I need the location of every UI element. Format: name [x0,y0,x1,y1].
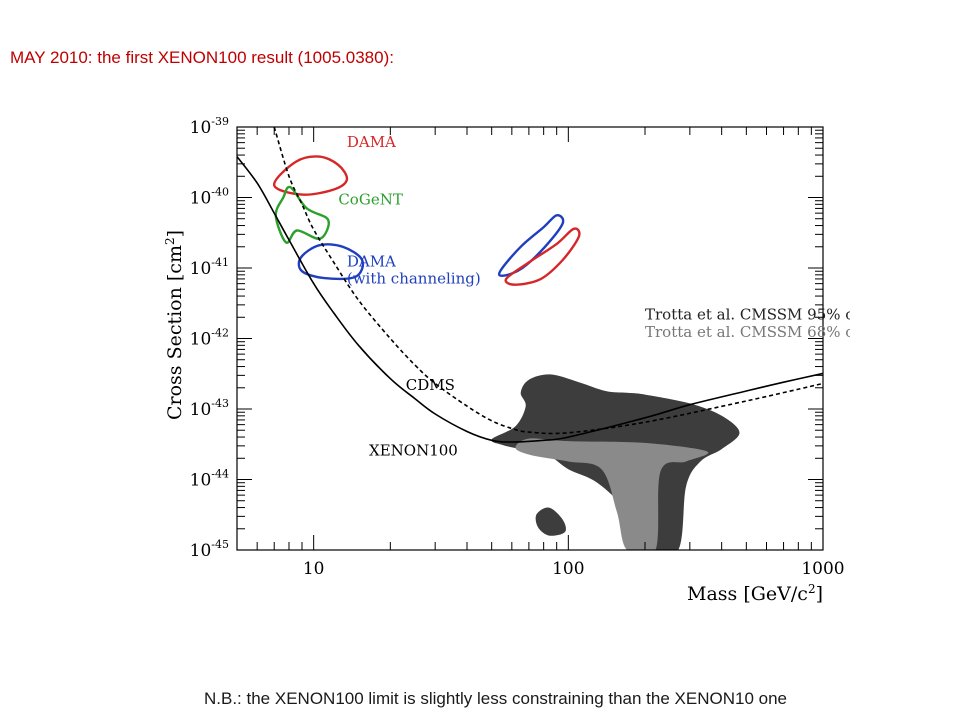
curve-cdms [273,127,823,435]
y-tick-label: 10-45 [190,538,229,561]
exclusion-plot: 10 100 1000 10-39 10-40 10-41 10-42 10-43 10-44 1… [163,115,850,605]
shaded-regions [491,374,740,550]
annotation-trotta-et-al-cmssm-68-c-l: Trotta et al. CMSSM 68% c.l. [645,323,850,341]
region-trotta-blob-small [535,507,566,536]
y-tick-label: 10-39 [190,115,229,138]
y-axis-label: Cross Section [cm2] [163,230,186,420]
annotation-dama: DAMA [347,133,396,151]
contour-dama [273,155,349,196]
annotation-with-channeling: (with channeling) [347,270,481,288]
annotation-trotta-et-al-cmssm-95-c-l: Trotta et al. CMSSM 95% c.l. [645,306,850,324]
annotation-cdms: CDMS [406,376,455,394]
y-tick-label: 10-41 [190,256,229,279]
annotation-xenon100: XENON100 [369,441,458,459]
tick-labels: 10 100 1000 10-39 10-40 10-41 10-42 10-43 10-44 1… [190,115,845,579]
slide-title: MAY 2010: the first XENON100 result (100… [10,48,394,67]
contour-dama-high-mass-red [504,227,581,286]
contour-dama-with-channeling [297,243,365,281]
region-trotta-et-al-cmssm-68-c-l [515,438,709,550]
annotation-cogent: CoGeNT [338,190,403,208]
plot-background [237,127,823,550]
x-axis-label: Mass [GeV/c2] [687,582,823,605]
y-tick-label: 10-42 [190,327,229,350]
curve-xenon100 [237,156,823,443]
y-tick-label: 10-43 [190,397,229,420]
x-tick-label: 10 [303,559,325,579]
x-tick-label: 1000 [801,559,844,579]
contour-dama-high-mass-blue [497,214,565,277]
y-tick-label: 10-44 [190,468,229,491]
plot-frame [236,126,824,551]
x-tick-label: 100 [552,559,584,579]
annotation-dama: DAMA [347,253,396,271]
limit-curves [237,127,823,443]
slide-note: N.B.: the XENON100 limit is slightly les… [204,689,787,708]
y-tick-label: 10-40 [190,186,229,209]
signal-contours [273,155,581,286]
